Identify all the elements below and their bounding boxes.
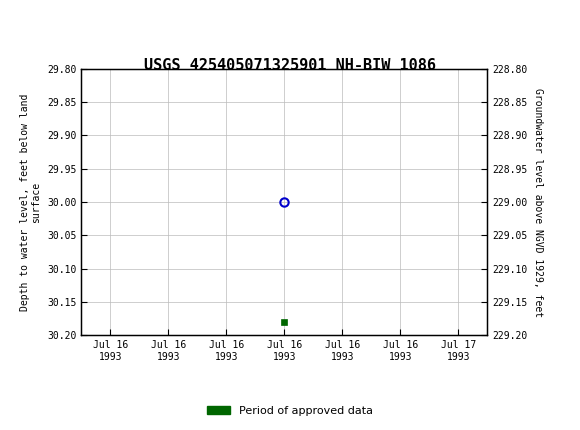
Text: USGS 425405071325901 NH-BIW 1086: USGS 425405071325901 NH-BIW 1086 [144,58,436,73]
Legend: Period of approved data: Period of approved data [203,401,377,420]
Text: ≡USGS: ≡USGS [9,16,72,36]
Y-axis label: Groundwater level above NGVD 1929, feet: Groundwater level above NGVD 1929, feet [533,88,543,316]
Y-axis label: Depth to water level, feet below land
surface: Depth to water level, feet below land su… [20,93,41,311]
